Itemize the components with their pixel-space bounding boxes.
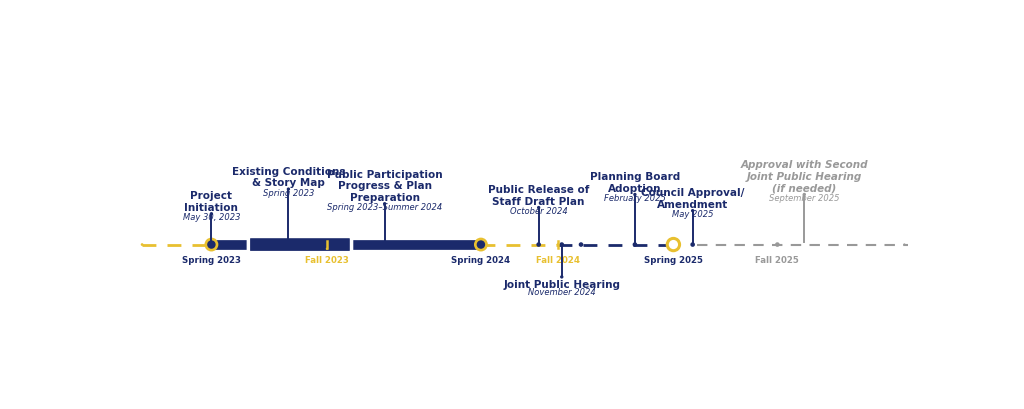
Text: Fall 2023: Fall 2023 <box>305 256 349 265</box>
Circle shape <box>803 193 806 197</box>
Circle shape <box>560 276 563 279</box>
Circle shape <box>474 238 487 252</box>
Circle shape <box>579 243 584 247</box>
Circle shape <box>207 241 216 249</box>
Text: Public Participation
Progress & Plan
Preparation: Public Participation Progress & Plan Pre… <box>327 169 442 202</box>
Circle shape <box>633 243 637 247</box>
Text: Fall 2024: Fall 2024 <box>536 256 580 265</box>
Circle shape <box>326 248 328 250</box>
Text: Spring 2024: Spring 2024 <box>452 256 511 265</box>
Text: Spring 2025: Spring 2025 <box>644 256 702 265</box>
Circle shape <box>477 241 485 249</box>
Text: May 30, 2023: May 30, 2023 <box>182 213 241 222</box>
Circle shape <box>903 244 905 246</box>
Text: February 2025: February 2025 <box>604 193 666 202</box>
Text: September 2025: September 2025 <box>769 193 840 202</box>
Circle shape <box>633 193 637 197</box>
Text: Spring 2023: Spring 2023 <box>263 188 314 197</box>
Circle shape <box>556 244 559 246</box>
Text: Joint Public Hearing: Joint Public Hearing <box>503 279 621 289</box>
Circle shape <box>559 243 564 247</box>
Circle shape <box>537 207 541 210</box>
Text: Public Release of
Staff Draft Plan: Public Release of Staff Draft Plan <box>488 184 590 206</box>
Text: Spring 2023: Spring 2023 <box>182 256 241 265</box>
Circle shape <box>210 213 213 216</box>
Text: October 2024: October 2024 <box>510 207 567 216</box>
Text: Approval with Second
Joint Public Hearing
(if needed): Approval with Second Joint Public Hearin… <box>740 160 868 193</box>
Circle shape <box>537 243 541 247</box>
Text: Fall 2025: Fall 2025 <box>756 256 800 265</box>
Text: May 2025: May 2025 <box>672 210 714 218</box>
Circle shape <box>383 202 386 206</box>
Circle shape <box>669 240 678 249</box>
Text: Existing Conditions
& Story Map: Existing Conditions & Story Map <box>231 166 345 188</box>
Circle shape <box>287 188 290 191</box>
FancyBboxPatch shape <box>249 237 351 253</box>
Circle shape <box>690 243 695 247</box>
Text: Planning Board
Adoption: Planning Board Adoption <box>590 171 680 193</box>
Circle shape <box>775 243 779 247</box>
Circle shape <box>691 209 694 213</box>
Text: November 2024: November 2024 <box>528 287 596 296</box>
Circle shape <box>140 244 143 246</box>
Text: Spring 2023–Summer 2024: Spring 2023–Summer 2024 <box>327 203 442 212</box>
Text: Council Approval/
Amendment: Council Approval/ Amendment <box>641 188 744 209</box>
Circle shape <box>205 238 218 252</box>
Circle shape <box>672 244 675 246</box>
Text: Project
Initiation: Project Initiation <box>184 191 239 212</box>
Circle shape <box>666 237 681 253</box>
